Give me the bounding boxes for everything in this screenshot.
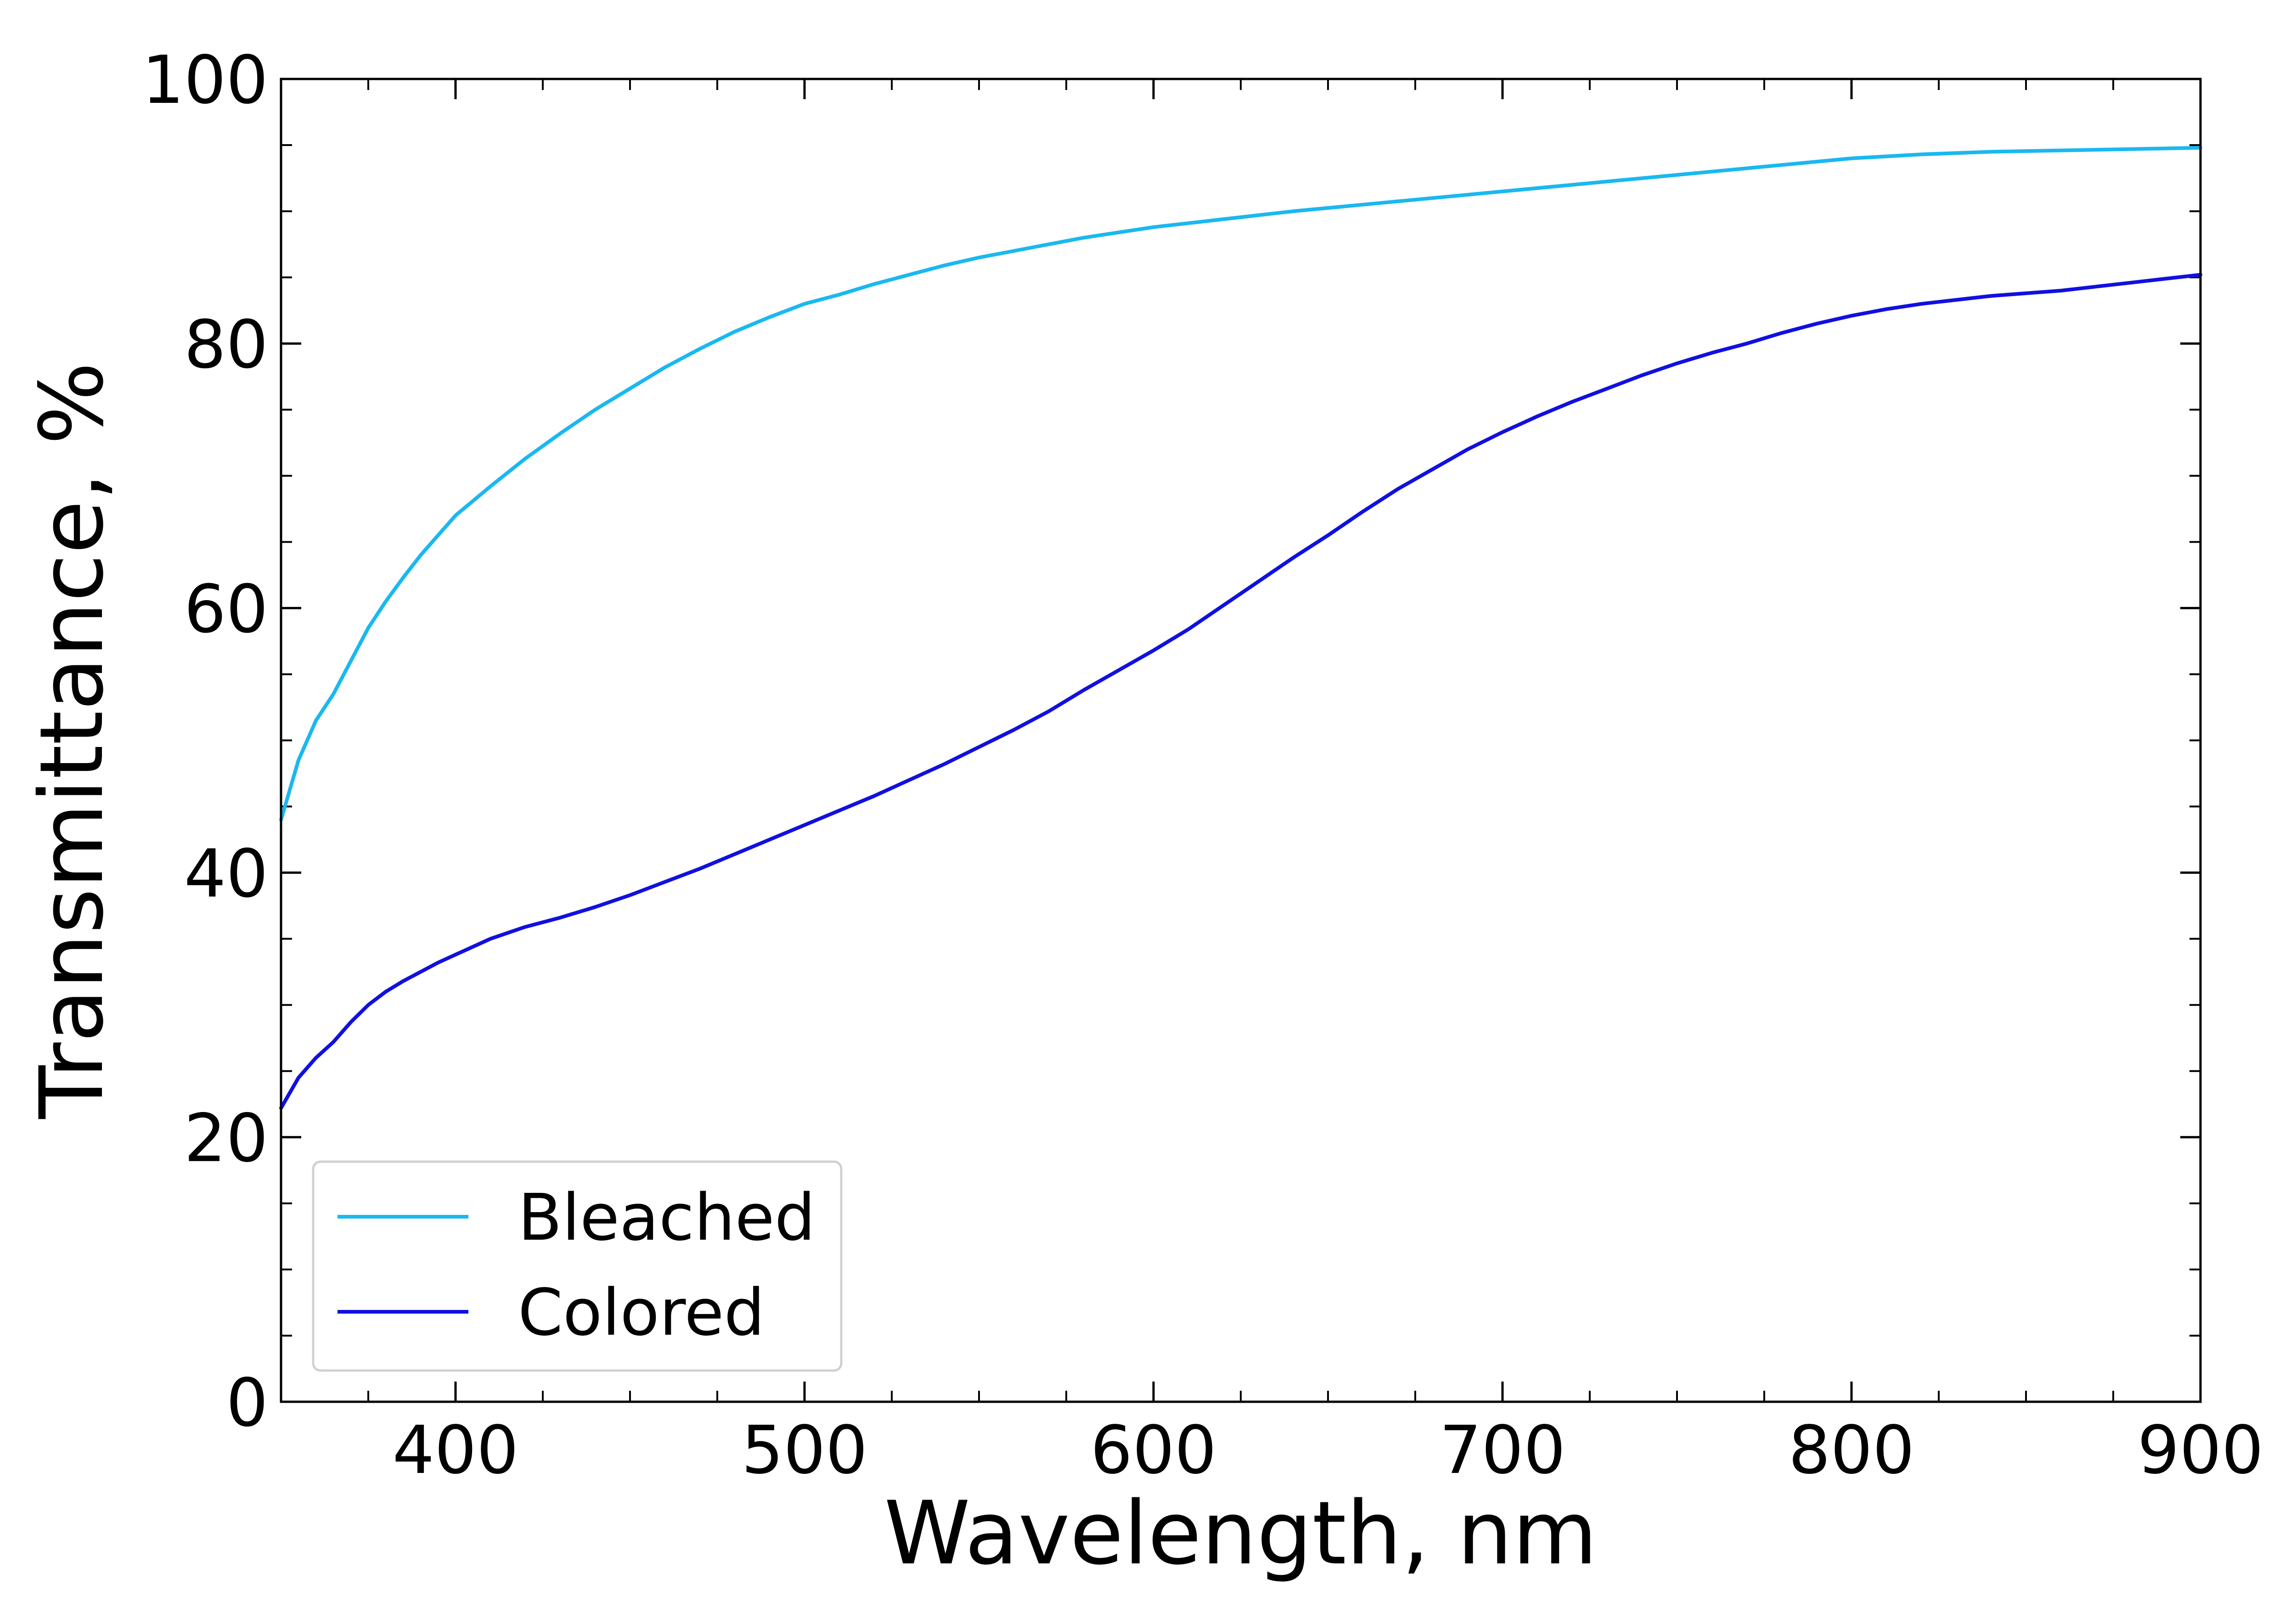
x-tick-label: 600 [1091,1411,1217,1489]
y-tick-label: 80 [184,306,268,383]
y-tick-label: 60 [184,570,268,647]
y-tick-label: 0 [226,1364,268,1441]
data-series [279,146,2202,1110]
plot-frame [280,78,2202,1403]
legend-label-bleached: Bleached [518,1180,816,1255]
legend-label-colored: Colored [518,1275,765,1350]
legend-box [312,1160,843,1372]
legend: Bleached Colored [312,1160,843,1372]
y-tick-label: 100 [142,41,268,118]
y-tick-label: 20 [184,1100,268,1177]
axis-ticks [280,78,2202,1403]
tick-labels: 400 500 600 700 800 900 0 20 40 60 80 100 [142,41,2263,1489]
x-axis-title: Wavelength, nm [884,1483,1597,1584]
y-axis-title: Transmittance, % [21,362,123,1119]
x-tick-label: 400 [393,1411,519,1489]
series-line-colored [279,273,2202,1110]
y-tick-label: 40 [184,835,268,912]
x-tick-label: 700 [1440,1411,1566,1489]
x-tick-label: 500 [742,1411,868,1489]
x-tick-label: 800 [1789,1411,1915,1489]
series-line-bleached [279,146,2202,822]
x-tick-label: 900 [2138,1411,2264,1489]
